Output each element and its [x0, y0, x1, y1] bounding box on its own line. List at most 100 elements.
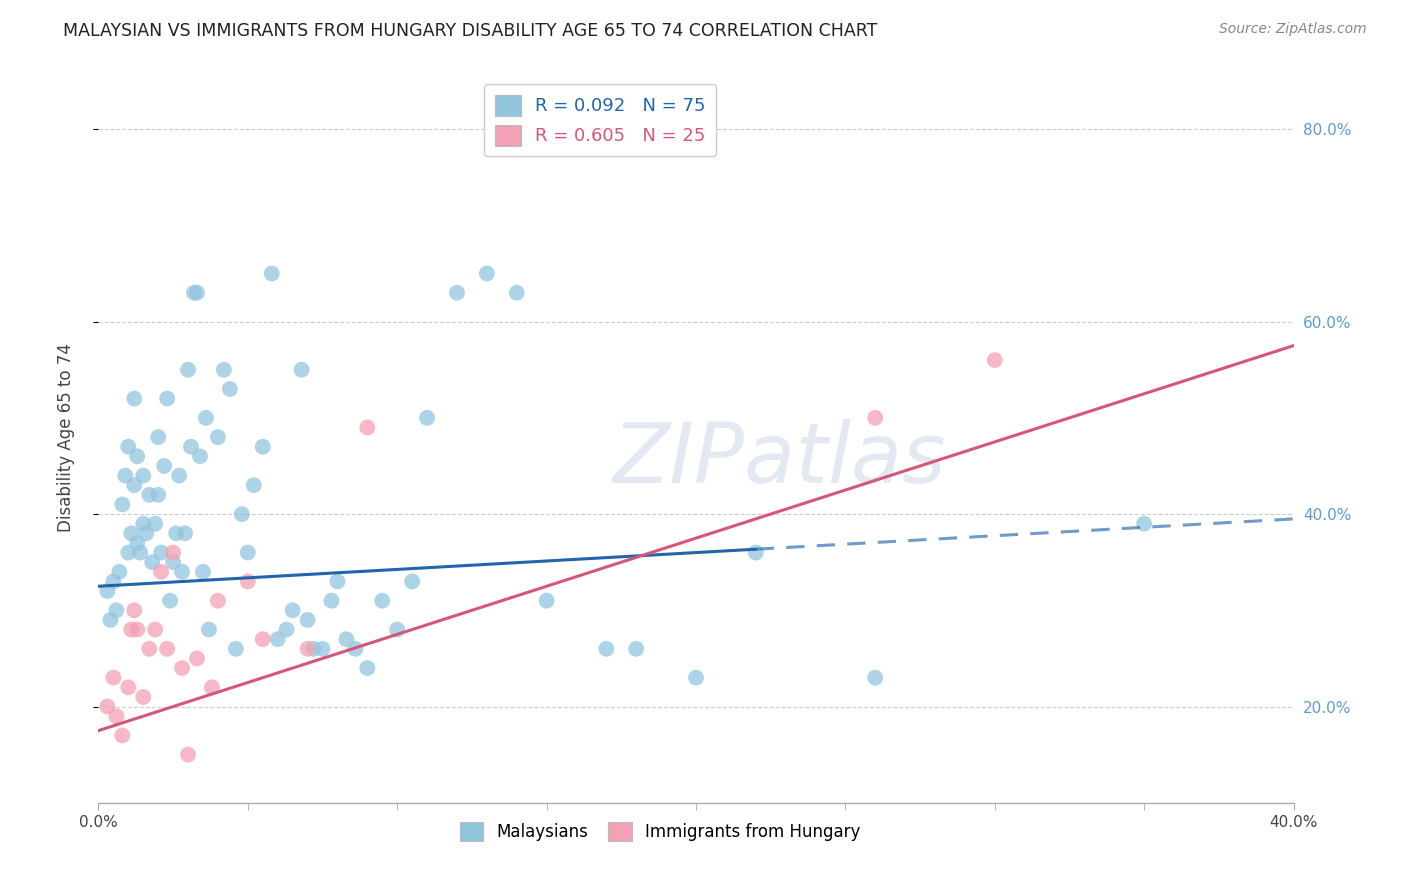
Point — [685, 671, 707, 685]
Point — [127, 536, 149, 550]
Point — [105, 709, 128, 723]
Point — [138, 488, 160, 502]
Point — [252, 440, 274, 454]
Point — [156, 641, 179, 656]
Point — [98, 613, 122, 627]
Point — [446, 285, 468, 300]
Point — [132, 690, 155, 704]
Point — [96, 699, 118, 714]
Point — [207, 430, 229, 444]
Point — [156, 392, 179, 406]
Point — [198, 623, 221, 637]
Point — [111, 498, 134, 512]
Point — [335, 632, 357, 647]
Point — [302, 641, 325, 656]
Point — [183, 285, 205, 300]
Point — [416, 410, 439, 425]
Point — [219, 382, 242, 396]
Point — [186, 285, 208, 300]
Point — [506, 285, 529, 300]
Point — [138, 641, 160, 656]
Point — [252, 632, 274, 647]
Point — [103, 574, 125, 589]
Point — [984, 353, 1007, 368]
Point — [124, 603, 146, 617]
Point — [186, 651, 208, 665]
Point — [326, 574, 349, 589]
Point — [114, 468, 136, 483]
Point — [159, 593, 181, 607]
Point — [536, 593, 558, 607]
Point — [117, 545, 139, 559]
Point — [344, 641, 367, 656]
Point — [276, 623, 298, 637]
Point — [150, 545, 173, 559]
Point — [127, 623, 149, 637]
Point — [371, 593, 394, 607]
Point — [117, 440, 139, 454]
Text: MALAYSIAN VS IMMIGRANTS FROM HUNGARY DISABILITY AGE 65 TO 74 CORRELATION CHART: MALAYSIAN VS IMMIGRANTS FROM HUNGARY DIS… — [63, 22, 877, 40]
Point — [124, 478, 146, 492]
Point — [111, 728, 134, 742]
Point — [180, 440, 202, 454]
Point — [236, 574, 259, 589]
Point — [153, 458, 176, 473]
Point — [162, 545, 184, 559]
Point — [150, 565, 173, 579]
Point — [172, 661, 194, 675]
Point — [96, 584, 118, 599]
Point — [148, 488, 170, 502]
Point — [124, 392, 146, 406]
Point — [281, 603, 304, 617]
Point — [865, 410, 887, 425]
Point — [162, 555, 184, 569]
Point — [132, 468, 155, 483]
Point — [191, 565, 214, 579]
Point — [117, 681, 139, 695]
Point — [311, 641, 333, 656]
Point — [188, 450, 211, 464]
Point — [120, 526, 142, 541]
Point — [356, 661, 378, 675]
Point — [143, 623, 166, 637]
Point — [177, 362, 200, 376]
Text: ZIPatlas: ZIPatlas — [613, 418, 946, 500]
Point — [267, 632, 290, 647]
Point — [297, 613, 319, 627]
Point — [129, 545, 152, 559]
Point — [385, 623, 409, 637]
Point — [132, 516, 155, 531]
Point — [105, 603, 128, 617]
Point — [120, 623, 142, 637]
Y-axis label: Disability Age 65 to 74: Disability Age 65 to 74 — [56, 343, 75, 532]
Point — [172, 565, 194, 579]
Point — [595, 641, 617, 656]
Point — [143, 516, 166, 531]
Point — [321, 593, 343, 607]
Point — [108, 565, 131, 579]
Point — [195, 410, 218, 425]
Point — [231, 507, 253, 521]
Point — [865, 671, 887, 685]
Text: Source: ZipAtlas.com: Source: ZipAtlas.com — [1219, 22, 1367, 37]
Point — [103, 671, 125, 685]
Point — [236, 545, 259, 559]
Point — [135, 526, 157, 541]
Point — [297, 641, 319, 656]
Point — [1133, 516, 1156, 531]
Point — [626, 641, 648, 656]
Point — [475, 267, 498, 281]
Point — [356, 420, 378, 434]
Point — [225, 641, 247, 656]
Point — [401, 574, 423, 589]
Point — [148, 430, 170, 444]
Point — [177, 747, 200, 762]
Point — [291, 362, 314, 376]
Legend: Malaysians, Immigrants from Hungary: Malaysians, Immigrants from Hungary — [451, 814, 869, 849]
Point — [207, 593, 229, 607]
Point — [243, 478, 266, 492]
Point — [212, 362, 235, 376]
Point — [167, 468, 190, 483]
Point — [201, 681, 224, 695]
Point — [174, 526, 197, 541]
